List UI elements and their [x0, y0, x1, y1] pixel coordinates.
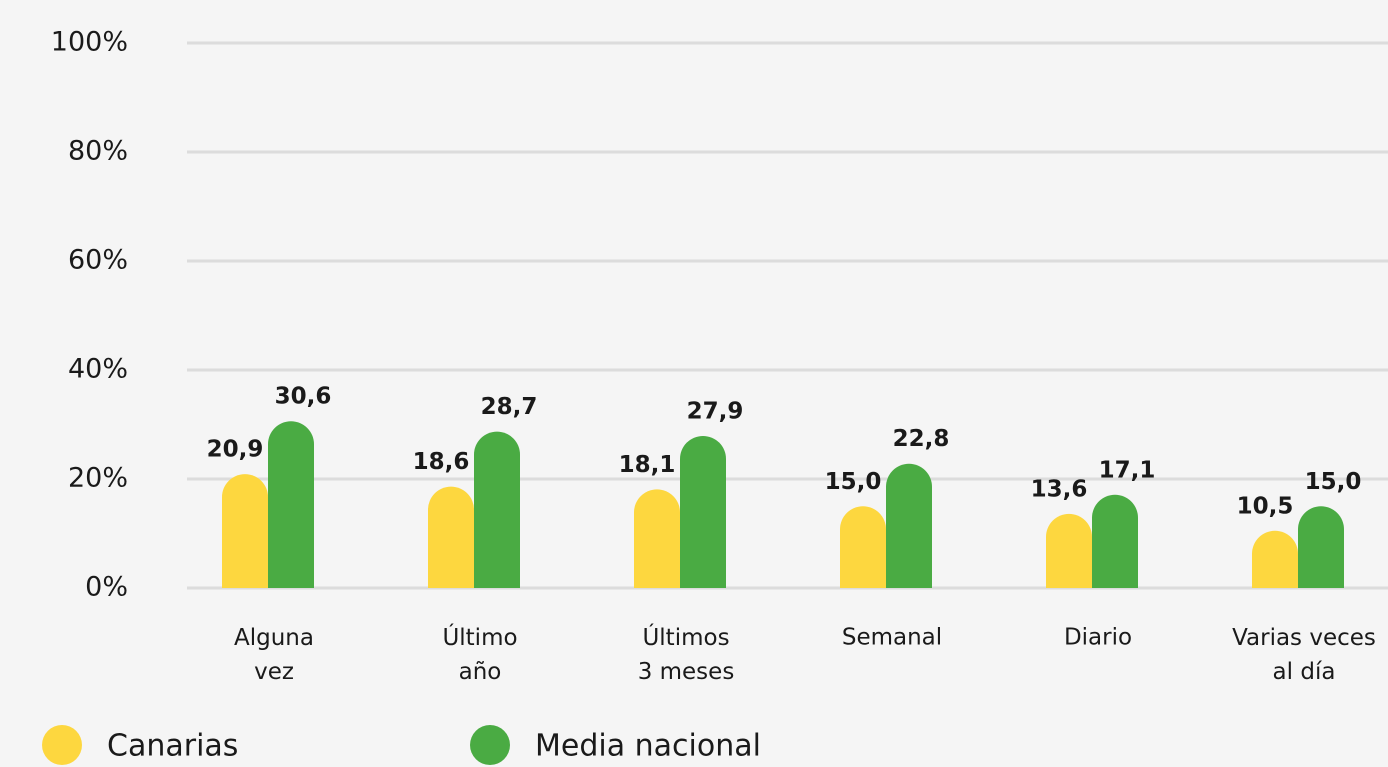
value-label: 17,1 — [1099, 457, 1156, 483]
bar — [474, 431, 520, 588]
y-tick-label: 60% — [68, 245, 128, 276]
y-tick-label: 100% — [51, 27, 128, 58]
value-label: 13,6 — [1031, 476, 1088, 502]
legend-label: Canarias — [107, 729, 238, 764]
value-label: 30,6 — [275, 384, 332, 410]
y-tick-label: 80% — [68, 136, 128, 167]
bar — [634, 489, 680, 588]
value-label: 18,6 — [413, 449, 470, 475]
x-tick-label: Varias veces al día — [1232, 625, 1376, 685]
bar — [1046, 513, 1092, 588]
value-label: 28,7 — [481, 394, 538, 420]
legend-swatch — [470, 725, 510, 765]
y-tick-label: 20% — [68, 463, 128, 494]
value-label: 18,1 — [619, 452, 676, 478]
bar — [1252, 530, 1298, 588]
x-tick-label: Último año — [442, 623, 517, 685]
bar — [428, 486, 474, 588]
value-label: 27,9 — [687, 398, 744, 424]
value-label: 10,5 — [1237, 493, 1294, 519]
legend-swatch — [42, 725, 82, 765]
x-tick-label: Últimos 3 meses — [638, 623, 735, 685]
bar — [222, 474, 268, 588]
bar — [1092, 494, 1138, 588]
y-tick-label: 40% — [68, 354, 128, 385]
value-label: 15,0 — [1305, 469, 1362, 495]
value-label: 22,8 — [893, 426, 950, 452]
value-label: 15,0 — [825, 469, 882, 495]
bar — [840, 506, 886, 588]
legend-label: Media nacional — [535, 729, 761, 764]
value-label: 20,9 — [207, 437, 264, 463]
bar — [680, 435, 726, 588]
bar — [886, 463, 932, 588]
x-tick-label: Alguna vez — [234, 625, 314, 685]
bar — [1298, 506, 1344, 588]
bar — [268, 421, 314, 588]
y-tick-label: 0% — [85, 572, 128, 603]
x-tick-label: Semanal — [842, 625, 942, 651]
x-tick-label: Diario — [1064, 625, 1132, 651]
